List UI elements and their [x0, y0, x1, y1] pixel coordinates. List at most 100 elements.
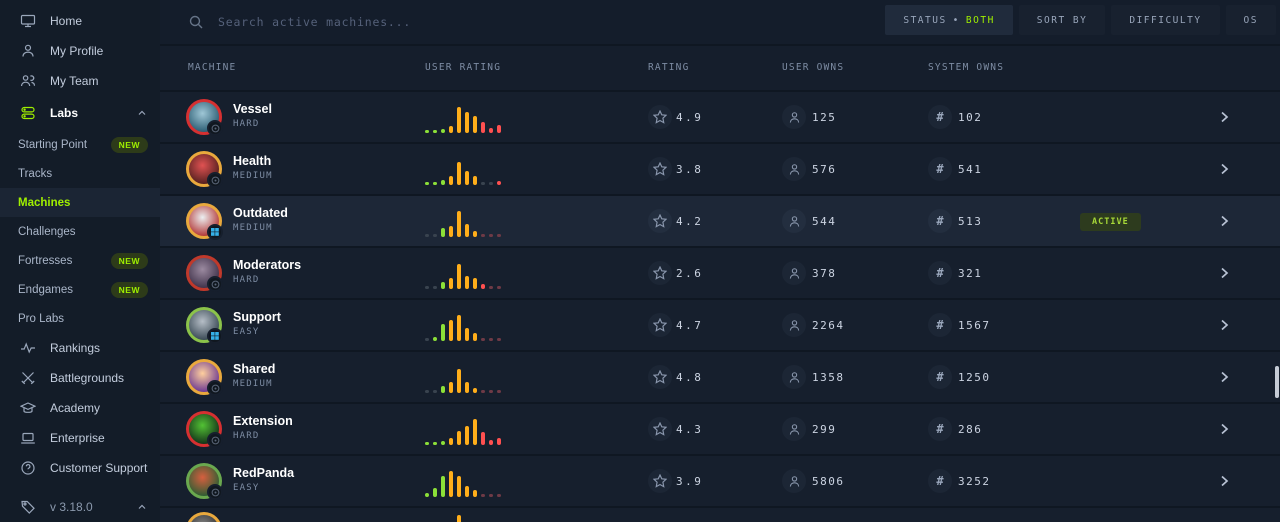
chevron-right-icon[interactable] — [1216, 265, 1232, 281]
system-owns-value: 541 — [958, 163, 983, 176]
histogram-bar — [489, 234, 493, 237]
sidebar-item-my-profile[interactable]: My Profile — [0, 36, 160, 66]
histogram-bar — [441, 386, 445, 393]
os-filter-button[interactable]: OS — [1225, 5, 1276, 35]
histogram-bar — [481, 494, 485, 497]
chevron-right-icon[interactable] — [1216, 317, 1232, 333]
machine-avatar — [186, 411, 223, 448]
difficulty-label: EASY — [233, 327, 260, 337]
star-icon — [648, 157, 672, 181]
histogram-bar — [449, 278, 453, 289]
hash-icon: # — [928, 469, 952, 493]
hash-icon: # — [928, 417, 952, 441]
sidebar-item-home[interactable]: Home — [0, 6, 160, 36]
histogram-bar — [473, 490, 477, 497]
sidebar-item-label: Academy — [50, 401, 101, 415]
machine-row-extension[interactable]: Extension HARD 4.3 299 #286 — [160, 404, 1280, 454]
user-icon — [782, 209, 806, 233]
histogram-bar — [433, 442, 437, 445]
user-owns-value: 299 — [812, 423, 837, 436]
sidebar-item-starting-point[interactable]: Starting Point NEW — [0, 130, 160, 159]
machine-row-redpanda[interactable]: RedPanda EASY 3.9 5806 #3252 — [160, 456, 1280, 506]
histogram-bar — [449, 126, 453, 133]
scrollbar-thumb[interactable] — [1275, 366, 1279, 398]
machine-name: Outdated — [233, 206, 288, 220]
sidebar-item-customer-support[interactable]: Customer Support — [0, 453, 160, 483]
machine-list: Vessel HARD 4.9 125 #102 Health MEDIUM 3.8 576 #5… — [160, 92, 1280, 522]
chevron-right-icon[interactable] — [1216, 421, 1232, 437]
sidebar-item-v-3-18-0[interactable]: v 3.18.0 — [0, 492, 160, 522]
sort-by-button[interactable]: SORT BY — [1018, 5, 1106, 35]
sidebar-item-label: Pro Labs — [18, 312, 65, 325]
search-input[interactable] — [218, 15, 598, 29]
histogram-bar — [489, 128, 493, 133]
machine-row-support[interactable]: Support EASY 4.7 2264 #1567 — [160, 300, 1280, 350]
sidebar-item-rankings[interactable]: Rankings — [0, 333, 160, 363]
machine-name: RedPanda — [233, 466, 295, 480]
chevron-right-icon[interactable] — [1216, 161, 1232, 177]
histogram-bar — [473, 231, 477, 237]
chevron-right-icon[interactable] — [1216, 473, 1232, 489]
histogram-bar — [473, 388, 477, 393]
machine-name: Vessel — [233, 102, 272, 116]
machine-row-outdated[interactable]: Outdated MEDIUM 4.2 544 #513 ACTIVE — [160, 196, 1280, 246]
active-status-badge: ACTIVE — [1080, 213, 1141, 231]
machine-row-moderators[interactable]: Moderators HARD 2.6 378 #321 — [160, 248, 1280, 298]
difficulty-filter-label: DIFFICULTY — [1129, 14, 1202, 26]
histogram-bar — [465, 486, 469, 497]
sidebar-item-battlegrounds[interactable]: Battlegrounds — [0, 363, 160, 393]
difficulty-label: HARD — [233, 275, 260, 285]
sidebar-item-enterprise[interactable]: Enterprise — [0, 423, 160, 453]
machine-row-partial[interactable] — [160, 508, 1280, 522]
activity-icon — [20, 340, 36, 356]
difficulty-label: EASY — [233, 483, 260, 493]
sidebar-item-fortresses[interactable]: Fortresses NEW — [0, 246, 160, 275]
help-icon — [20, 460, 36, 476]
sidebar-item-label: Home — [50, 14, 83, 28]
col-header-user-rating: USER RATING — [425, 62, 502, 73]
chevron-right-icon[interactable] — [1216, 109, 1232, 125]
new-badge: NEW — [110, 281, 148, 298]
difficulty-filter-button[interactable]: DIFFICULTY — [1111, 5, 1220, 35]
rating-value: 4.7 — [676, 319, 704, 332]
machine-name: Support — [233, 310, 281, 324]
sidebar-item-challenges[interactable]: Challenges — [0, 217, 160, 246]
histogram-bar — [425, 338, 429, 341]
user-icon — [782, 417, 806, 441]
chevron-right-icon[interactable] — [1216, 369, 1232, 385]
chevron-up-icon[interactable] — [136, 107, 148, 119]
chevron-up-icon[interactable] — [136, 501, 148, 513]
sidebar-item-machines[interactable]: Machines — [0, 188, 160, 217]
machine-row-vessel[interactable]: Vessel HARD 4.9 125 #102 — [160, 92, 1280, 142]
histogram-bar — [441, 324, 445, 341]
tag-icon — [20, 499, 36, 515]
histogram-bar — [489, 390, 493, 393]
laptop-icon — [20, 430, 36, 446]
sidebar-item-pro-labs[interactable]: Pro Labs — [0, 304, 160, 333]
sidebar-item-label: Rankings — [50, 341, 101, 355]
hash-icon: # — [928, 209, 952, 233]
machine-name: Extension — [233, 414, 293, 428]
status-filter-value: BOTH — [965, 14, 995, 26]
rating-value: 3.9 — [676, 475, 704, 488]
chevron-right-icon[interactable] — [1216, 213, 1232, 229]
sidebar-item-tracks[interactable]: Tracks — [0, 159, 160, 188]
star-icon — [648, 469, 672, 493]
sidebar-item-label: My Team — [50, 74, 99, 88]
status-filter-button[interactable]: STATUS • BOTH — [885, 5, 1013, 35]
machine-row-health[interactable]: Health MEDIUM 3.8 576 #541 — [160, 144, 1280, 194]
machine-avatar — [186, 203, 223, 240]
histogram-bar — [473, 333, 477, 341]
sidebar-item-endgames[interactable]: Endgames NEW — [0, 275, 160, 304]
machine-row-shared[interactable]: Shared MEDIUM 4.8 1358 #1250 — [160, 352, 1280, 402]
histogram-bar — [481, 122, 485, 133]
rating-value: 4.8 — [676, 371, 704, 384]
sidebar-item-label: Endgames — [18, 283, 73, 296]
sidebar-item-academy[interactable]: Academy — [0, 393, 160, 423]
user-rating-histogram — [425, 467, 501, 497]
sidebar-item-my-team[interactable]: My Team — [0, 66, 160, 96]
sidebar-item-labs[interactable]: Labs — [0, 96, 160, 130]
histogram-bar — [425, 234, 429, 237]
histogram-bar — [481, 284, 485, 289]
sidebar-item-label: Labs — [50, 106, 79, 120]
